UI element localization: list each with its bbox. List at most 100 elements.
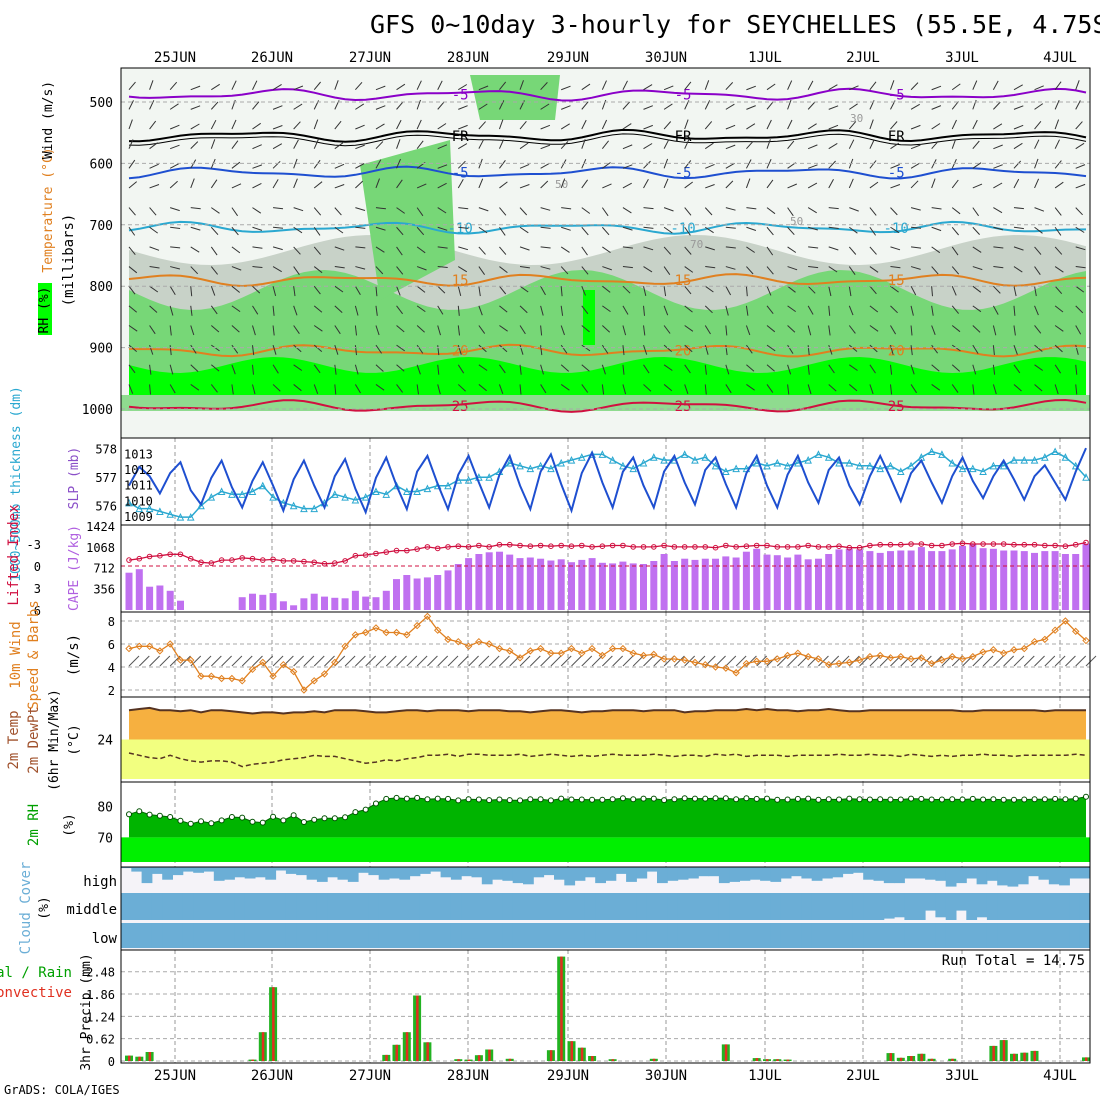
lifted-index-point [177,551,184,558]
dewpt-axis-label: 2m DewPt [26,706,42,773]
wind-barb [313,266,323,274]
y-tick-label: 712 [93,562,115,576]
cloud-bar [718,867,730,884]
wind-barb [622,207,632,214]
wind-barb [272,125,283,130]
wind-barb [149,266,160,269]
cape-bar [166,590,174,610]
cloud-bar [419,867,431,874]
rh-point [866,796,873,803]
wind-barb [622,345,625,356]
wind-barb [828,305,831,316]
wind-barb [910,305,914,316]
wind-barb [869,246,877,255]
wind-barb [499,344,508,353]
wind-barb [293,246,301,255]
wind-barb [808,226,818,231]
cloud-bar [1059,923,1070,948]
wind-barb [663,103,673,110]
contour-line [128,398,1087,413]
convective-bar [1085,1057,1088,1061]
wind-speed-point [495,644,504,653]
wind-barb [375,85,386,91]
wind-speed-point [598,651,607,660]
lifted-index-point [661,542,667,549]
wind-barb [396,139,401,149]
cloud-bar [811,923,823,948]
wind-barb [581,119,587,130]
wind-barb [1085,655,1097,667]
wind-barb [787,246,797,253]
wind-barb [622,266,633,269]
cloud-bar [966,867,978,879]
lifted-index-point [167,551,173,558]
cloud-bar [677,923,689,948]
wind-barb [540,364,544,375]
thickness-point [794,458,802,467]
thickness-point [217,487,226,495]
cloud-bar [203,893,215,920]
wind-barb [869,207,877,216]
wind-barb [746,266,754,275]
cloud-bar [378,923,390,948]
day-label-top: 27JUN [349,50,391,66]
wind-barb [252,285,261,294]
wind-barb [540,345,543,356]
wind-barb [313,159,321,169]
thickness-point [845,458,854,467]
wind-speed-point [372,624,380,632]
thickness-point [1061,453,1070,461]
wind-barb [272,143,283,150]
cloud-bar [368,923,380,948]
wind-barb [375,105,386,110]
wind-barb [735,655,747,667]
cloud-bar [285,867,297,874]
wind-barb [643,124,653,130]
cloud-bar [997,923,1008,948]
wind-barb [1034,364,1043,371]
wind-unit-label: (m/s) [66,634,82,676]
thickness-point [310,504,319,513]
rh-point [424,796,431,803]
wind-barb [478,364,488,371]
wind-barb [169,103,179,110]
cape-bar [568,562,575,610]
wind-barb [663,325,671,334]
wind-barb [293,384,302,392]
cape-bar [742,551,750,610]
wind-barb [972,364,977,375]
cloud-bar [389,893,400,920]
wind-barb [375,384,385,391]
thickness-point [382,490,391,498]
cape-bar [423,577,431,610]
wind-barb [725,82,734,91]
cape-bar [310,593,318,610]
wind-barb [807,164,818,169]
wind-barb [293,103,303,110]
wind-barb [396,655,407,667]
cloud-bar [729,867,740,882]
wind-barb [787,384,790,395]
cloud-bar [1048,923,1060,948]
cloud-bar [296,867,307,876]
temp-axis-label: 2m Temp [6,710,22,769]
wind-barb [766,179,774,189]
cloud-bar [935,923,947,948]
wind-speed-point [187,656,195,664]
wind-barb [458,143,468,150]
rh-point [270,813,277,820]
y-tick-label: 8 [108,615,115,629]
wind-speed-point [650,650,658,659]
cape-bar [557,559,565,610]
contour-line [128,273,1087,288]
cloud-bar [399,893,411,920]
y-tick-label: 1424 [86,520,115,534]
wind-speed-point [907,655,915,663]
cloud-bar [554,923,565,948]
contour-label: -10 [448,221,473,237]
y-tick-label: 900 [90,342,113,357]
cloud-bar [894,923,905,948]
cloud-bar [595,923,606,948]
convective-bar [385,1054,388,1061]
wind-barb [643,226,654,229]
